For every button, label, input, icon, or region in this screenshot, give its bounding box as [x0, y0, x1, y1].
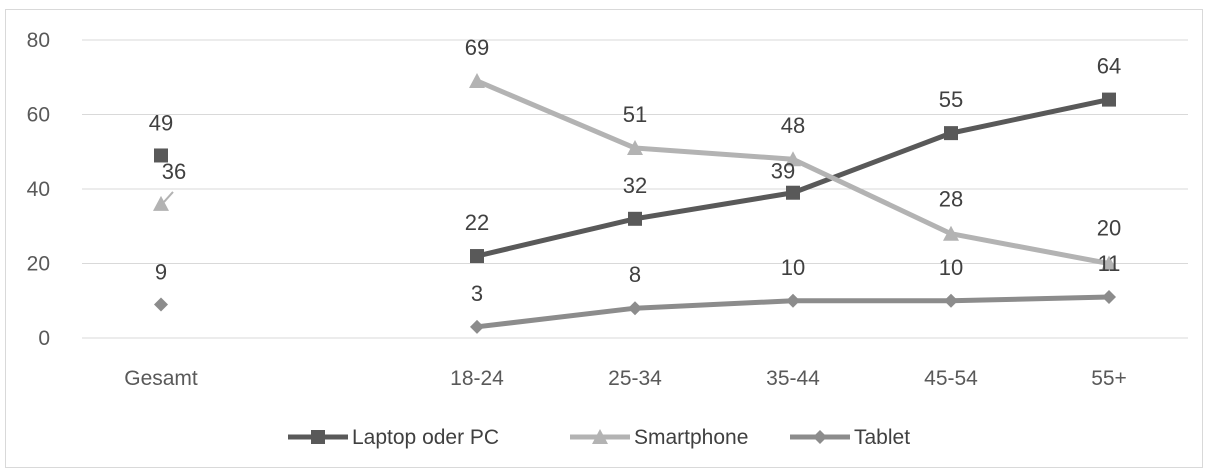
legend-label: Tablet: [854, 426, 910, 449]
data-label: 51: [623, 102, 647, 127]
legend-item: Laptop oder PC: [288, 426, 499, 449]
diamond-marker: [154, 297, 168, 312]
data-labels: 49 22 32 39 55 64 36 69 51 48 28 20 9 3 8 10 10 11: [149, 35, 1121, 306]
data-label: 36: [162, 159, 186, 184]
square-marker: [628, 211, 642, 226]
diamond-marker: [813, 430, 827, 444]
data-label: 10: [939, 255, 963, 280]
diamond-marker: [628, 301, 642, 316]
x-tick-label: 55+: [1091, 367, 1127, 390]
square-marker: [470, 249, 484, 264]
square-marker: [1102, 92, 1116, 107]
data-label: 49: [149, 110, 173, 135]
y-tick-label: 40: [27, 178, 50, 201]
data-label: 22: [465, 210, 489, 235]
data-label: 9: [155, 259, 167, 284]
legend-item: Smartphone: [570, 426, 748, 449]
legend-label: Smartphone: [634, 426, 748, 449]
triangle-marker: [592, 429, 608, 444]
square-marker: [311, 430, 325, 444]
data-label: 48: [781, 113, 805, 138]
diamond-marker: [470, 319, 484, 334]
data-label: 39: [771, 159, 795, 184]
data-label: 3: [471, 281, 483, 306]
data-label: 32: [623, 173, 647, 198]
chart-frame: [5, 9, 1203, 468]
series: [153, 72, 1117, 334]
triangle-marker: [153, 195, 169, 211]
x-tick-label: 35-44: [766, 367, 820, 390]
x-tick-label: 25-34: [608, 367, 662, 390]
series-tablet: [154, 290, 1116, 334]
data-label: 64: [1097, 54, 1121, 79]
series-laptop-oder-pc: [154, 92, 1116, 264]
y-tick-label: 20: [27, 253, 50, 276]
diamond-marker: [944, 293, 958, 308]
legend: Laptop oder PC Smartphone Tablet: [288, 426, 910, 449]
data-label: 10: [781, 255, 805, 280]
square-marker: [154, 148, 168, 163]
y-tick-label: 80: [27, 29, 50, 52]
triangle-marker: [627, 140, 643, 156]
diamond-marker: [786, 293, 800, 308]
series-smartphone: [153, 72, 1117, 271]
triangle-marker: [1101, 255, 1117, 271]
data-label: 69: [465, 35, 489, 60]
x-tick-label: 45-54: [924, 367, 978, 390]
legend-item: Tablet: [790, 426, 910, 449]
data-label: 8: [629, 262, 641, 287]
legend-label: Laptop oder PC: [352, 426, 499, 449]
y-tick-label: 60: [27, 104, 50, 127]
x-tick-label: Gesamt: [124, 367, 198, 390]
data-label: 11: [1098, 251, 1121, 276]
square-marker: [786, 185, 800, 200]
data-label: 20: [1097, 216, 1121, 241]
leader-line: [163, 191, 174, 203]
data-label: 55: [939, 87, 963, 112]
triangle-marker: [469, 72, 485, 88]
data-label: 28: [939, 187, 963, 212]
triangle-marker: [943, 225, 959, 241]
axes: 0 20 40 60 80 Gesamt 18-24 25-34 35-44 45-54 55+: [27, 29, 1127, 390]
x-tick-label: 18-24: [450, 367, 504, 390]
gridlines: [82, 39, 1188, 339]
square-marker: [944, 126, 958, 141]
triangle-marker: [785, 151, 801, 167]
diamond-marker: [1102, 290, 1116, 305]
y-tick-label: 0: [38, 327, 50, 350]
